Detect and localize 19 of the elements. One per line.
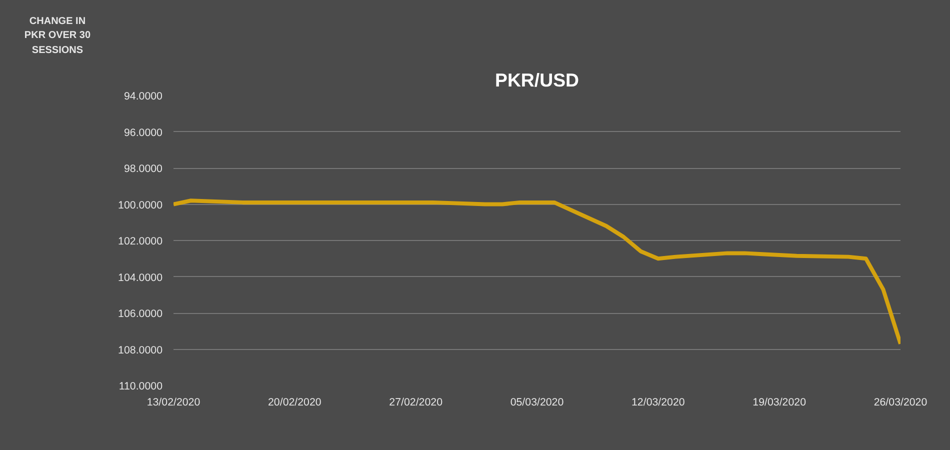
y-axis-title: CHANGE IN PKR OVER 30 SESSIONS [24,15,91,58]
x-tick-label: 05/03/2020 [510,396,564,408]
y-tick-label: 104.0000 [118,272,163,284]
y-tick-label: 106.0000 [118,308,163,320]
x-tick-label: 26/03/2020 [874,396,928,408]
x-tick-label: 20/02/2020 [268,396,322,408]
x-tick-label: 12/03/2020 [632,396,685,408]
x-tick-label: 13/02/2020 [146,396,200,408]
y-tick-label: 108.0000 [118,344,163,356]
chart-title: PKR/USD [495,70,579,90]
x-tick-label: 19/03/2020 [752,396,806,408]
y-tick-label: 100.0000 [118,199,163,212]
x-tick-label: 27/02/2020 [389,396,443,408]
y-tick-label: 98.0000 [124,163,163,175]
y-tick-label: 110.0000 [118,380,163,392]
y-tick-label: 94.0000 [124,90,163,102]
line-series [174,198,900,346]
y-tick-label: 96.0000 [124,126,163,139]
y-tick-label: 102.0000 [118,236,163,248]
